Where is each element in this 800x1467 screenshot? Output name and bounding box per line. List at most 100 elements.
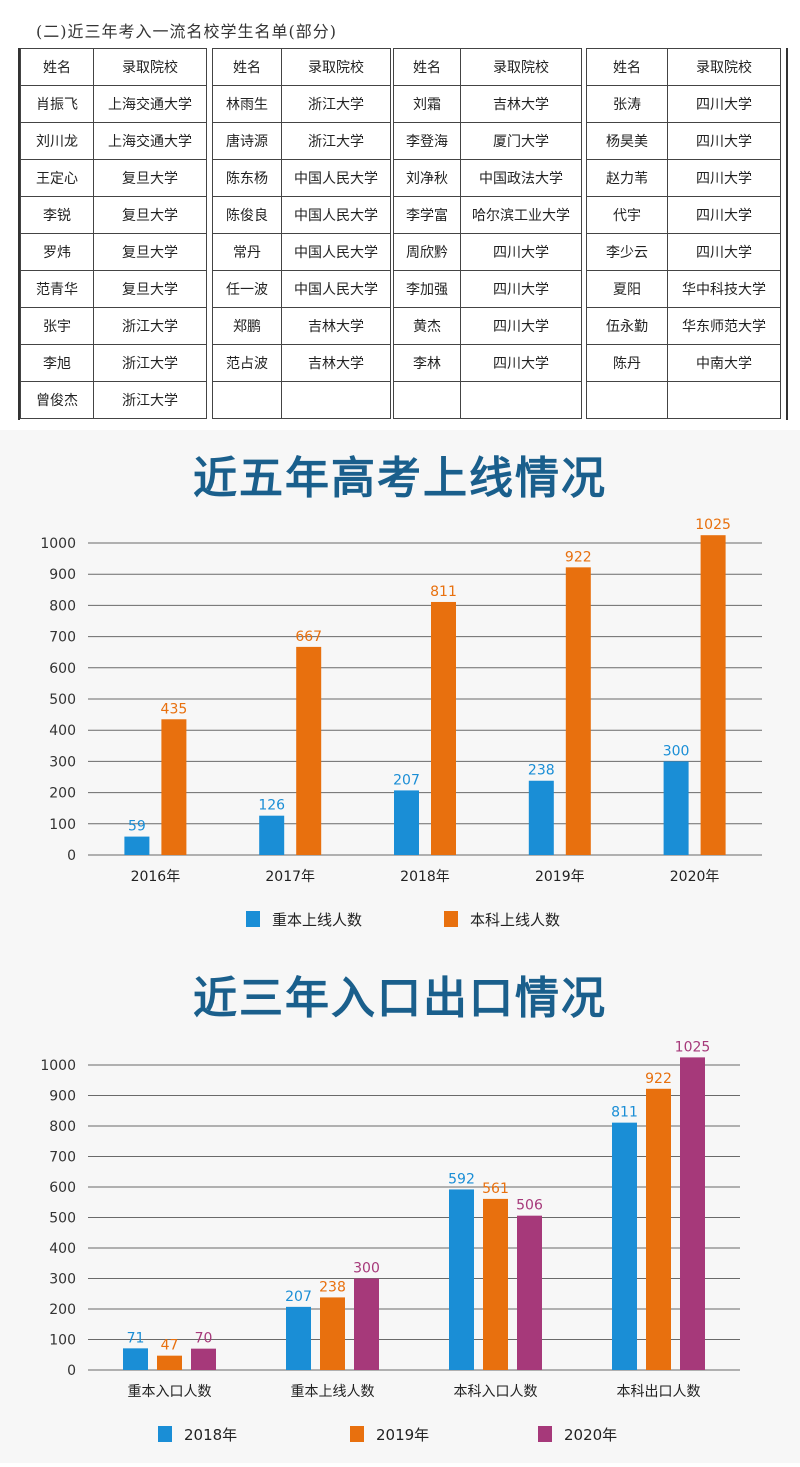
- table-row: 周欣黔 四川大学: [393, 233, 582, 271]
- student-name: 曾俊杰: [20, 381, 94, 419]
- header-name: 姓名: [586, 48, 668, 86]
- table-row: 郑鹏 吉林大学: [212, 307, 391, 345]
- legend-swatch: [538, 1426, 552, 1442]
- student-name: 李少云: [586, 233, 668, 271]
- chart-entry-exit: 0 100 200 300 400 500 600 700 800 900 1000 重本入口人数 71…: [40, 1039, 740, 1444]
- bar: [259, 815, 285, 855]
- student-name: 陈东杨: [212, 159, 282, 197]
- student-name: 范青华: [20, 270, 94, 308]
- data-label: 238: [528, 763, 555, 779]
- table-row: 李加强 四川大学: [393, 270, 582, 308]
- school-name: 上海交通大学: [93, 122, 207, 160]
- y-tick-label: 0: [67, 1363, 76, 1379]
- student-name: 刘霜: [393, 85, 461, 123]
- school-name: 上海交通大学: [93, 85, 207, 123]
- x-tick-label: 重本上线人数: [291, 1384, 375, 1400]
- y-tick-label: 1000: [40, 1058, 76, 1074]
- x-tick-label: 2016年: [131, 869, 181, 885]
- student-name: [393, 381, 461, 419]
- x-tick-label: 本科出口人数: [617, 1384, 701, 1400]
- bar: [124, 836, 150, 855]
- table-row: 曾俊杰 浙江大学: [20, 381, 207, 419]
- student-name: 罗炜: [20, 233, 94, 271]
- data-label: 435: [161, 701, 188, 717]
- y-tick-label: 200: [49, 786, 76, 802]
- bar: [161, 719, 187, 855]
- student-name: [586, 381, 668, 419]
- y-tick-label: 300: [49, 1272, 76, 1288]
- student-name: 李旭: [20, 344, 94, 382]
- table-row: 任一波 中国人民大学: [212, 270, 391, 308]
- y-tick-label: 1000: [40, 536, 76, 552]
- y-tick-label: 800: [49, 1119, 76, 1135]
- data-label: 300: [663, 743, 690, 759]
- data-label: 70: [195, 1331, 213, 1347]
- table-header-row: 姓名 录取院校: [586, 48, 781, 86]
- y-tick-label: 900: [49, 567, 76, 583]
- school-name: 浙江大学: [281, 122, 391, 160]
- table-row: 陈丹 中南大学: [586, 344, 781, 382]
- student-name: 林雨生: [212, 85, 282, 123]
- school-name: [667, 381, 781, 419]
- school-name: 四川大学: [667, 122, 781, 160]
- chart-entry-exit-section: 近三年入口出口情况 0 100 200 300 400 500 600 700 800 900 10…: [0, 940, 800, 1463]
- school-name: 四川大学: [667, 159, 781, 197]
- school-name: 中国人民大学: [281, 233, 391, 271]
- data-label: 592: [448, 1171, 475, 1187]
- table-row: 黄杰 四川大学: [393, 307, 582, 345]
- table-row: 伍永勤 华东师范大学: [586, 307, 781, 345]
- table-row: 代宇 四川大学: [586, 196, 781, 234]
- student-name: 陈俊良: [212, 196, 282, 234]
- legend-swatch: [158, 1426, 172, 1442]
- school-name: 中南大学: [667, 344, 781, 382]
- table-row: 唐诗源 浙江大学: [212, 122, 391, 160]
- bar: [431, 601, 456, 855]
- data-label: 1025: [695, 517, 731, 533]
- bar: [528, 780, 554, 855]
- student-name: 李锐: [20, 196, 94, 234]
- student-name: [212, 381, 282, 419]
- header-school: 录取院校: [667, 48, 781, 86]
- y-tick-label: 800: [49, 598, 76, 614]
- legend-label: 重本上线人数: [272, 911, 362, 929]
- student-name: 张宇: [20, 307, 94, 345]
- chart1-title: 近五年高考上线情况: [193, 453, 607, 504]
- legend-swatch: [350, 1426, 364, 1442]
- table-row: [586, 381, 781, 419]
- header-name: 姓名: [393, 48, 461, 86]
- table-row: 刘净秋 中国政法大学: [393, 159, 582, 197]
- bar: [191, 1348, 216, 1370]
- x-tick-label: 2019年: [535, 869, 585, 885]
- school-name: 华东师范大学: [667, 307, 781, 345]
- legend-swatch: [246, 911, 260, 927]
- bar: [320, 1297, 345, 1370]
- student-name: 周欣黔: [393, 233, 461, 271]
- bar: [296, 646, 322, 855]
- school-name: 四川大学: [667, 196, 781, 234]
- data-label: 126: [258, 798, 285, 814]
- bar: [565, 567, 591, 855]
- data-label: 207: [393, 772, 420, 788]
- y-tick-label: 300: [49, 754, 76, 770]
- school-name: 厦门大学: [460, 122, 582, 160]
- table-row: [393, 381, 582, 419]
- name-table-2: 姓名 录取院校 林雨生 浙江大学 唐诗源 浙江大学 陈东杨 中国人民大学 陈俊良 中国人民大学 常丹…: [212, 48, 391, 419]
- bar: [157, 1355, 182, 1370]
- student-name: 夏阳: [586, 270, 668, 308]
- school-name: 复旦大学: [93, 159, 207, 197]
- student-name: 范占波: [212, 344, 282, 382]
- table-row: 赵力苇 四川大学: [586, 159, 781, 197]
- student-name: 黄杰: [393, 307, 461, 345]
- school-name: 吉林大学: [460, 85, 582, 123]
- school-name: 浙江大学: [281, 85, 391, 123]
- legend-swatch: [444, 911, 458, 927]
- legend-label: 2019年: [376, 1426, 429, 1444]
- bar: [700, 535, 726, 855]
- data-label: 47: [161, 1338, 179, 1354]
- y-tick-label: 400: [49, 723, 76, 739]
- table-row: 杨昊美 四川大学: [586, 122, 781, 160]
- x-tick-label: 重本入口人数: [128, 1384, 212, 1400]
- data-label: 71: [127, 1330, 145, 1346]
- student-name: 肖振飞: [20, 85, 94, 123]
- table-row: 陈俊良 中国人民大学: [212, 196, 391, 234]
